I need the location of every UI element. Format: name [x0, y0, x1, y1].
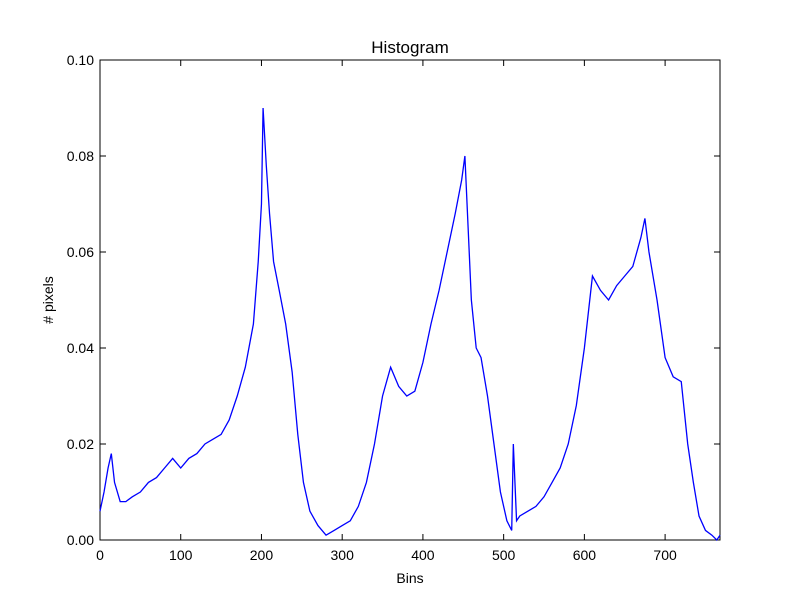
- x-tick-label: 700: [653, 547, 677, 563]
- data-line: [99, 107, 721, 542]
- plot-frame: [99, 59, 721, 541]
- x-tick-label: 600: [573, 547, 597, 563]
- y-tick-label: 0.06: [67, 244, 94, 260]
- x-axis-label: Bins: [396, 570, 423, 586]
- x-tick-label: 0: [96, 547, 104, 563]
- x-tick-label: 200: [250, 547, 274, 563]
- y-tick-label: 0.00: [67, 532, 94, 548]
- y-axis-label: # pixels: [40, 276, 56, 323]
- x-tick-label: 100: [169, 547, 193, 563]
- y-tick-label: 0.08: [67, 148, 94, 164]
- y-tick-label: 0.02: [67, 436, 94, 452]
- y-tick-label: 0.04: [67, 340, 94, 356]
- x-tick-label: 300: [331, 547, 355, 563]
- x-tick-label: 500: [492, 547, 516, 563]
- chart-title: Histogram: [371, 38, 448, 57]
- x-tick-label: 400: [411, 547, 435, 563]
- y-tick-label: 0.10: [67, 52, 94, 68]
